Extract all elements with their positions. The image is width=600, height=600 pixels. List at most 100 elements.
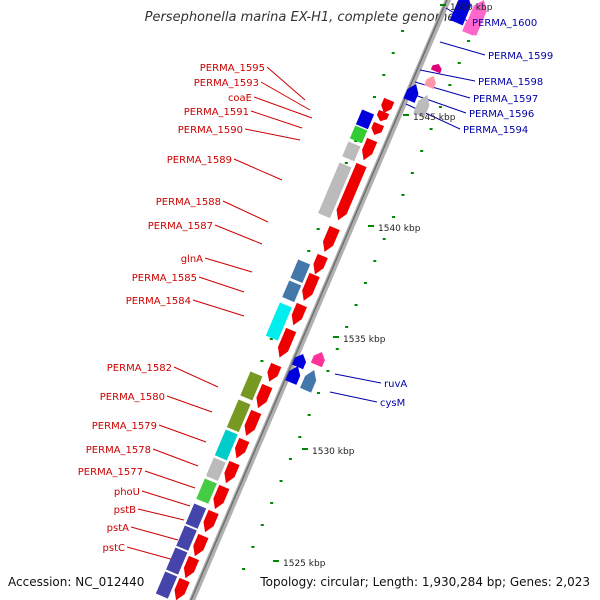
forward-label: PERMA_1578 [86, 445, 151, 456]
forward-gene-block [155, 571, 178, 599]
tick-dot [307, 414, 311, 416]
forward-label: PERMA_1582 [107, 363, 172, 374]
leader-line [137, 508, 185, 521]
tick-dot [279, 480, 283, 482]
reverse-label: PERMA_1600 [472, 18, 537, 29]
tick-dot [438, 106, 442, 108]
reverse-gene-block [449, 0, 471, 26]
forward-arrow [362, 137, 378, 161]
leader-line [405, 103, 461, 130]
forward-label: PERMA_1580 [100, 392, 165, 403]
tick-dot [326, 370, 330, 372]
leader-line [414, 81, 471, 99]
forward-gene-block [196, 478, 217, 504]
tick-dot [354, 140, 358, 142]
leader-line [244, 128, 301, 141]
forward-gene-block [349, 125, 368, 144]
reverse-label: PERMA_1596 [469, 109, 534, 120]
tick-dot [382, 238, 386, 240]
leader-line [260, 81, 311, 111]
leader-line [334, 373, 382, 384]
forward-label: PERMA_1590 [178, 125, 243, 136]
forward-gene-block [290, 259, 311, 283]
forward-arrow [336, 162, 367, 221]
scale-tick [403, 114, 409, 116]
forward-arrow [313, 253, 328, 275]
tick-dot [242, 568, 246, 570]
scale-label: 1540 kbp [378, 224, 421, 234]
tick-dot [316, 228, 320, 230]
reverse-gene-block [403, 84, 419, 103]
leader-line [214, 224, 263, 245]
forward-label: glnA [181, 254, 203, 265]
forward-gene-block [282, 280, 302, 303]
leader-line [204, 257, 253, 273]
forward-arrow [203, 509, 219, 533]
forward-label: PERMA_1588 [156, 197, 221, 208]
forward-arrow [376, 109, 390, 122]
tick-dot [372, 96, 376, 98]
forward-label: PERMA_1587 [148, 221, 213, 232]
leader-line [198, 276, 245, 293]
reverse-gene-block [291, 354, 307, 370]
leader-line [130, 526, 179, 541]
forward-arrow [193, 533, 209, 557]
leader-line [173, 366, 219, 388]
reverse-gene-block [424, 75, 436, 89]
tick-dot [260, 360, 264, 362]
tick-dot [429, 128, 433, 130]
tick-dot [345, 326, 349, 328]
reverse-gene-block [462, 14, 478, 36]
forward-arrow [224, 460, 240, 484]
reverse-label: ruvA [384, 379, 407, 390]
reverse-gene-block [285, 366, 301, 385]
leader-line [192, 299, 245, 317]
scale-label: 1535 kbp [343, 335, 386, 345]
tick-dot [382, 74, 386, 76]
reverse-label: cysM [380, 398, 405, 409]
forward-arrow [174, 577, 190, 600]
leader-line [250, 110, 303, 129]
scale-tick [333, 336, 339, 338]
scale-tick [302, 448, 308, 450]
forward-gene-block [318, 162, 352, 219]
tick-dot [448, 84, 452, 86]
leader-line [253, 96, 313, 119]
leader-line [266, 66, 306, 101]
leader-line [126, 546, 175, 561]
reverse-label: PERMA_1598 [478, 77, 543, 88]
leader-line [166, 395, 213, 413]
forward-gene-block [176, 525, 197, 551]
tick-dot [317, 392, 321, 394]
reverse-gene-block [300, 370, 317, 393]
leader-line [144, 470, 196, 489]
forward-arrow [183, 555, 200, 579]
forward-label: PERMA_1584 [126, 296, 191, 307]
leader-line [141, 490, 191, 507]
forward-arrow [302, 272, 320, 301]
scale-tick [368, 225, 374, 227]
tick-dot [298, 436, 302, 438]
forward-label: pstA [107, 523, 129, 534]
reverse-gene-block [310, 351, 325, 368]
leader-line [158, 424, 207, 443]
forward-arrow [244, 409, 262, 436]
tick-dot [335, 348, 339, 350]
map-title: Persephonella marina EX-H1, complete gen… [144, 10, 456, 25]
forward-gene-block [342, 141, 361, 162]
forward-gene-block [355, 109, 375, 130]
forward-gene-block [206, 457, 226, 481]
leader-line [419, 69, 476, 82]
scale-label: 1550 kbp [450, 3, 493, 13]
reverse-features [285, 0, 487, 393]
tick-dot [251, 546, 255, 548]
tick-dot [373, 260, 377, 262]
tick-dot [391, 52, 395, 54]
reverse-label: PERMA_1594 [463, 125, 528, 136]
tick-dot [363, 282, 367, 284]
leader-line [222, 200, 269, 223]
tick-dot [420, 150, 424, 152]
reverse-gene-block [413, 94, 430, 118]
genome-summary-text: Topology: circular; Length: 1,930,284 bp… [260, 575, 590, 589]
